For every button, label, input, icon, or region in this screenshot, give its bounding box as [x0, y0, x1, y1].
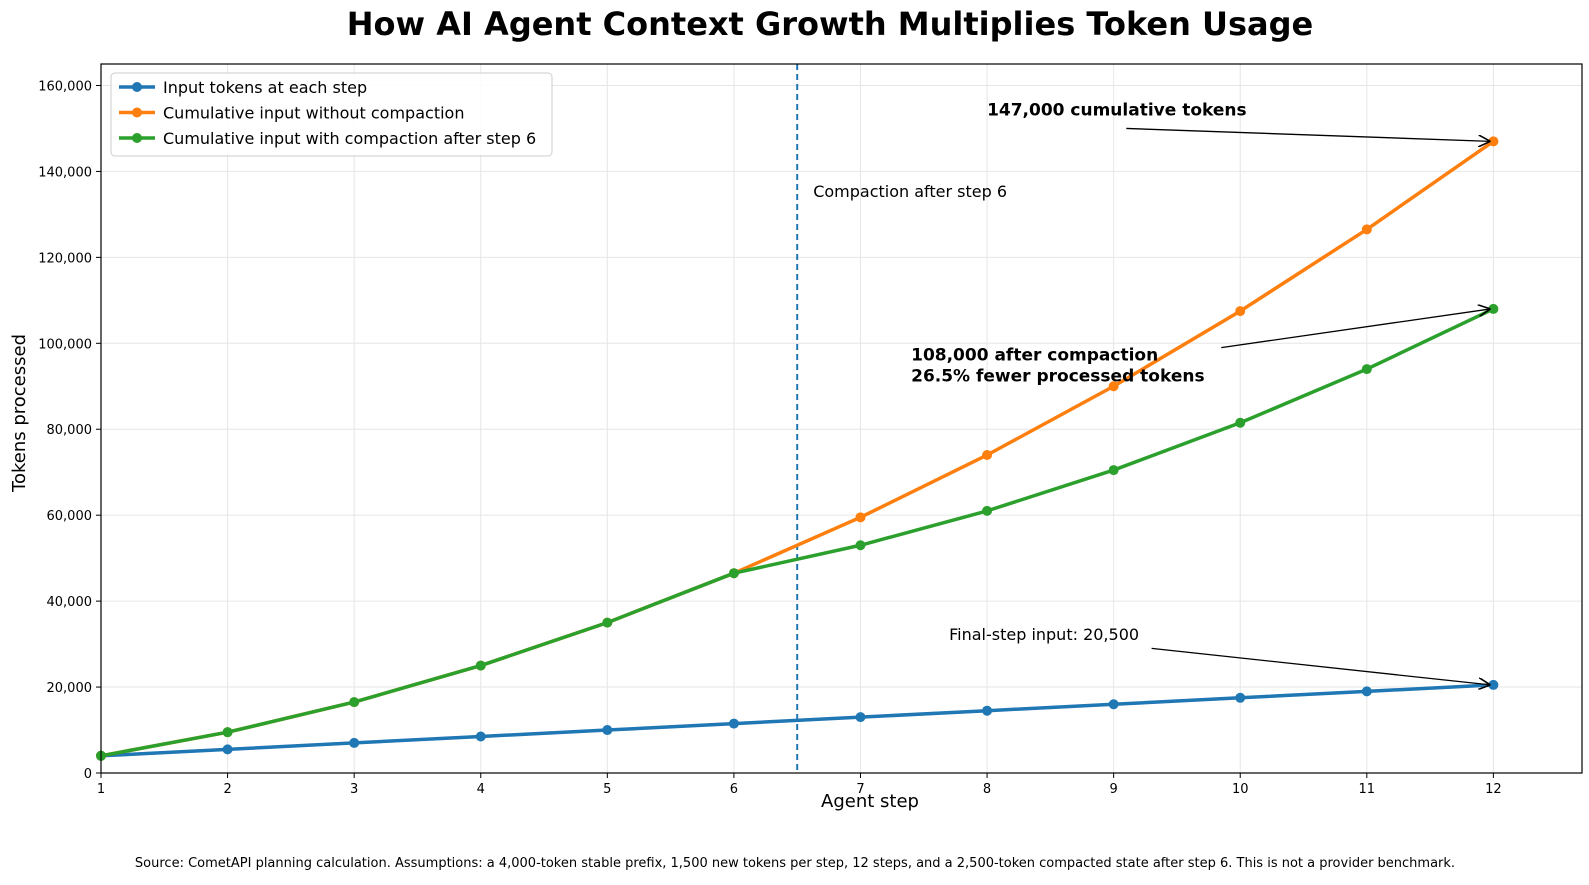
series-2-point [1235, 306, 1246, 317]
series-3-point [602, 617, 613, 628]
legend-label: Input tokens at each step [163, 78, 367, 97]
series-3-point [475, 660, 486, 671]
x-tick-label: 4 [477, 782, 485, 797]
legend-swatch-marker [132, 82, 142, 92]
legend-swatch-marker [132, 133, 142, 143]
y-axis-label: Tokens processed [9, 334, 30, 493]
series-3-point [982, 505, 993, 516]
series-3-point [1361, 364, 1372, 375]
x-tick-label: 5 [603, 782, 611, 797]
y-tick-label: 80,000 [47, 423, 93, 438]
series-1-point [728, 718, 739, 729]
annotation-cumulative-text: 147,000 cumulative tokens [987, 101, 1247, 121]
series-1-point [602, 725, 613, 736]
annotation-compaction-text: 26.5% fewer processed tokens [911, 366, 1204, 386]
annotation-cumulative-arrow [1126, 127, 1490, 141]
annotation-compaction-text: 108,000 after compaction [911, 345, 1158, 365]
annotations: 147,000 cumulative tokens 108,000 after c… [911, 101, 1490, 685]
series-2-point [855, 512, 866, 523]
x-tick-label: 10 [1232, 782, 1249, 797]
series-1-point [475, 731, 486, 742]
compaction-label: Compaction after step 6 [813, 182, 1007, 201]
x-tick-label: 8 [983, 782, 991, 797]
series-1-point [1361, 686, 1372, 697]
y-tick-label: 100,000 [38, 337, 92, 352]
y-tick-label: 140,000 [38, 165, 92, 180]
series-3-point [728, 568, 739, 579]
x-tick-label: 1 [97, 782, 105, 797]
series-layer: Compaction after step 6 [96, 64, 1499, 773]
source-footnote: Source: CometAPI planning calculation. A… [135, 856, 1455, 871]
series-3-point [222, 727, 233, 738]
series-2-point [1488, 136, 1499, 147]
series-line-1 [100, 683, 1494, 758]
series-1-point [349, 737, 360, 748]
series-3-point [1235, 417, 1246, 428]
y-tick-label: 40,000 [47, 595, 93, 610]
series-1-point [982, 705, 993, 716]
series-1-point [222, 744, 233, 755]
y-tick-label: 60,000 [47, 509, 93, 524]
legend: Input tokens at each step Cumulative inpu… [110, 72, 553, 157]
series-3-point [349, 697, 360, 708]
series-line-3 [100, 307, 1495, 758]
series-1-point [855, 712, 866, 723]
series-1-point [1108, 699, 1119, 710]
annotation-final-step-text: Final-step input: 20,500 [949, 625, 1139, 644]
y-tick-label: 20,000 [47, 681, 93, 696]
legend-box [110, 72, 553, 157]
series-2-point [1108, 381, 1119, 392]
x-tick-label: 6 [730, 782, 738, 797]
legend-label: Cumulative input without compaction [163, 104, 464, 123]
y-tick-label: 0 [84, 767, 92, 782]
axes: 1 2 3 4 5 6 7 8 9 10 11 12020,00040,00060,00080,000… [38, 63, 1583, 797]
series-2-point [982, 450, 993, 461]
x-tick-label: 2 [223, 782, 231, 797]
y-tick-label: 160,000 [38, 79, 92, 94]
series-3-point [855, 540, 866, 551]
x-tick-label: 7 [856, 782, 864, 797]
series-1-point [1235, 692, 1246, 703]
x-tick-label: 11 [1359, 782, 1376, 797]
plot-frame [100, 63, 1583, 774]
x-tick-label: 9 [1110, 782, 1118, 797]
chart-title: How AI Agent Context Growth Multiplies T… [347, 5, 1313, 43]
legend-swatch-marker [132, 107, 142, 118]
annotation-final-step-arrow [1151, 647, 1491, 685]
y-tick-label: 120,000 [38, 251, 92, 266]
x-axis-label: Agent step [821, 791, 919, 812]
series-3-point [1108, 465, 1119, 476]
x-tick-label: 3 [350, 782, 358, 797]
x-tick-label: 12 [1485, 782, 1502, 797]
annotation-compaction-arrow [1221, 309, 1490, 349]
legend-label: Cumulative input with compaction after s… [163, 129, 536, 148]
series-2-point [1361, 224, 1372, 235]
grid [100, 64, 1582, 774]
